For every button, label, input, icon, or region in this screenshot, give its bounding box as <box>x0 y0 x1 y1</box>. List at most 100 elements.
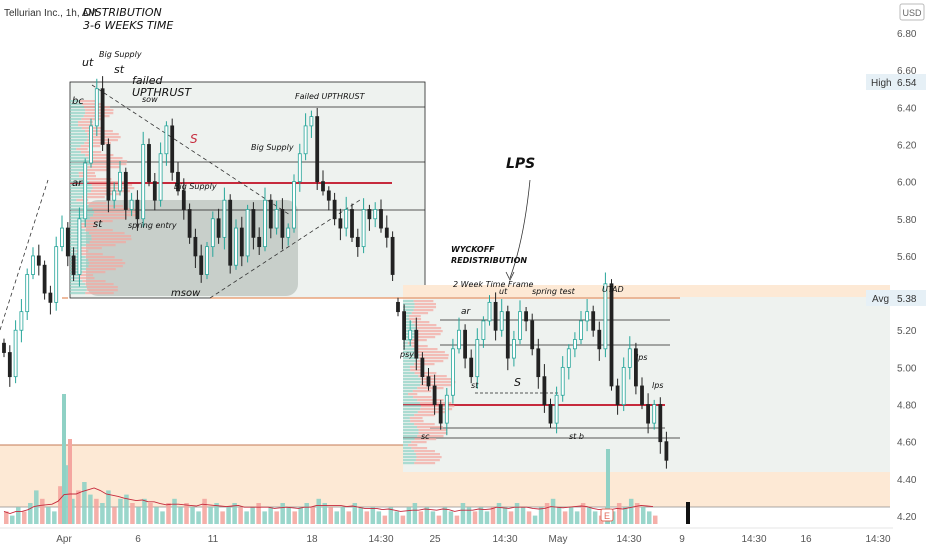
anno-redistribution: REDISTRIBUTION <box>451 256 527 265</box>
profile-bar-up <box>70 208 93 211</box>
anno-ar-right: ar <box>461 307 472 317</box>
profile-bar-up <box>403 309 414 312</box>
profile-bar-up <box>403 366 410 369</box>
candle-body <box>42 264 47 294</box>
volume-bar <box>376 511 382 524</box>
profile-bar-down <box>408 444 418 447</box>
x-tick-label: 11 <box>208 534 219 545</box>
anno-utad: UTAD <box>602 285 624 294</box>
profile-bar-down <box>414 462 436 465</box>
candle-body <box>414 329 419 359</box>
candle-body <box>176 171 180 192</box>
anno-st: st <box>114 63 125 76</box>
profile-bar-down <box>411 339 427 342</box>
profile-bar-down <box>91 238 132 241</box>
profile-bar-up <box>70 190 92 193</box>
profile-bar-up <box>403 348 416 351</box>
profile-bar-up <box>70 142 85 145</box>
candle-body <box>181 190 186 210</box>
profile-bar-up <box>70 220 85 223</box>
anno-lps-1: lps <box>636 353 647 362</box>
profile-bar-down <box>85 283 114 286</box>
candle-body <box>123 171 128 210</box>
candle-body <box>164 125 169 155</box>
profile-bar-down <box>88 157 123 160</box>
candle-body <box>487 301 492 322</box>
profile-bar-down <box>409 318 422 321</box>
profile-bar-up <box>403 324 415 327</box>
high-marker-bg <box>866 74 926 90</box>
profile-bar-up <box>70 151 81 154</box>
profile-bar-up <box>70 136 88 139</box>
profile-bar-up <box>403 408 421 411</box>
candle-body <box>251 209 256 238</box>
profile-bar-up <box>70 253 82 256</box>
profile-bar-down <box>76 148 88 151</box>
profile-bar-down <box>82 202 107 205</box>
candle-body <box>54 246 59 303</box>
candle-body <box>129 199 134 210</box>
profile-bar-down <box>86 286 118 289</box>
avg-label: Avg <box>872 294 889 305</box>
volume-bar <box>412 503 418 524</box>
profile-bar-down <box>412 321 430 324</box>
candle-body <box>89 125 93 164</box>
profile-bar-down <box>420 408 453 411</box>
volume-bar <box>508 511 514 524</box>
volume-bar <box>430 511 436 524</box>
candle-body <box>573 339 577 350</box>
candle-body <box>450 348 455 396</box>
candle-body <box>438 404 443 424</box>
profile-bar-up <box>403 456 417 459</box>
profile-bar-up <box>403 303 415 306</box>
x-tick-label: 18 <box>306 534 318 545</box>
volume-bar <box>34 490 39 524</box>
profile-bar-down <box>81 253 103 256</box>
profile-bar-down <box>415 459 440 462</box>
candle-body <box>634 348 638 387</box>
currency-badge[interactable]: USD <box>902 8 922 18</box>
profile-bar-down <box>85 256 115 259</box>
volume-bar <box>190 507 195 524</box>
y-tick-label: 6.80 <box>897 29 917 40</box>
profile-bar-down <box>94 211 139 214</box>
x-tick-label: 25 <box>429 534 441 545</box>
profile-bar-down <box>82 196 105 199</box>
profile-bar-down <box>88 181 125 184</box>
volume-moving-average <box>3 487 654 514</box>
candle-body <box>187 209 192 238</box>
volume-bar <box>616 503 622 524</box>
candle-body <box>36 255 41 266</box>
profile-bar-down <box>87 166 121 169</box>
profile-bar-up <box>70 127 82 130</box>
profile-bar-up <box>70 292 86 295</box>
earnings-flag[interactable]: E <box>604 511 610 521</box>
candle-body <box>234 227 238 266</box>
profile-bar-up <box>403 357 419 360</box>
volume-bar <box>496 503 502 524</box>
profile-bar-up <box>70 139 87 142</box>
price-axis[interactable] <box>893 0 932 550</box>
anno-ar-left: ar <box>72 178 83 189</box>
y-tick-label: 4.60 <box>897 438 917 449</box>
profile-bar-up <box>70 286 87 289</box>
candle-body <box>60 227 64 248</box>
candle-body <box>518 311 522 340</box>
volume-bar <box>106 490 111 524</box>
currency-badge-box[interactable] <box>899 3 925 21</box>
volume-bar <box>592 511 598 524</box>
profile-bar-down <box>417 387 444 390</box>
earnings-flag-box[interactable] <box>600 508 614 522</box>
y-tick-label: 6.20 <box>897 140 917 151</box>
symbol-title[interactable]: Tellurian Inc., 1h, AM <box>4 8 97 19</box>
profile-bar-up <box>70 289 87 292</box>
profile-bar-down <box>79 100 97 103</box>
volume-bar <box>58 486 63 524</box>
volume-spike <box>68 439 72 524</box>
y-tick-label: 5.80 <box>897 215 917 226</box>
profile-bar-down <box>417 411 446 414</box>
volume-bar <box>124 494 129 524</box>
anno-failed-upthrust: Failed UPTHRUST <box>295 92 366 101</box>
